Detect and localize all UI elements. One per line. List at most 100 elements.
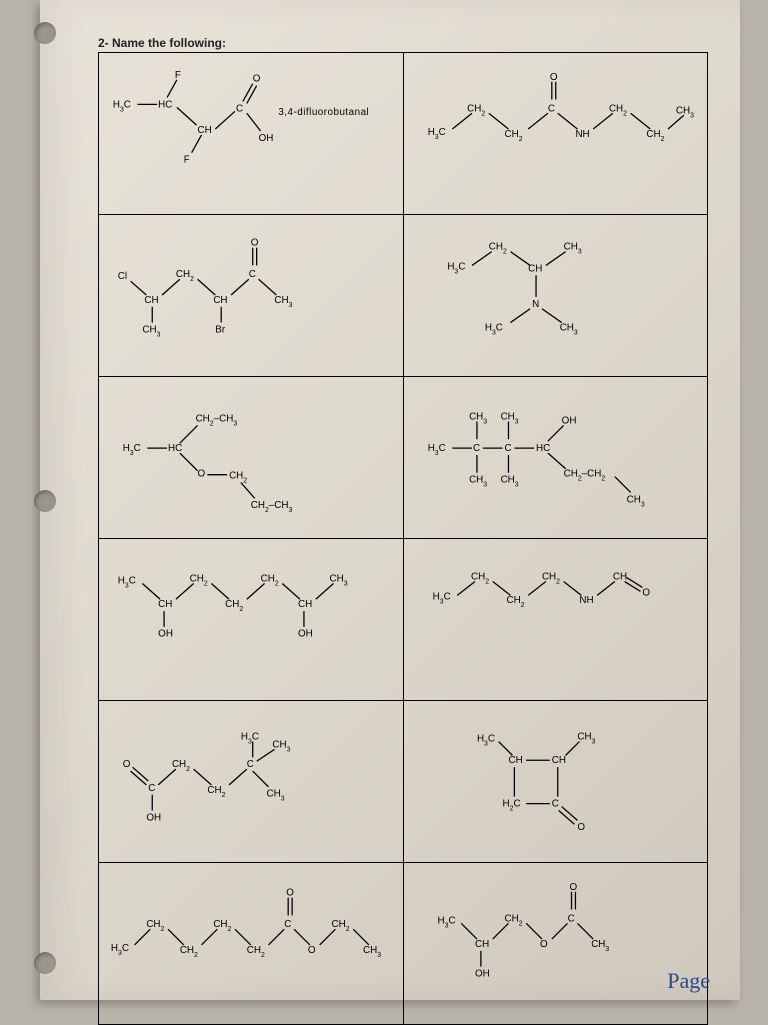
structure-r1c0: Cl CH CH3 CH2 CH Br C O CH3 bbox=[103, 219, 399, 367]
svg-text:H3C: H3C bbox=[123, 443, 141, 457]
svg-text:OH: OH bbox=[474, 968, 489, 979]
svg-text:CH3: CH3 bbox=[363, 945, 381, 959]
svg-text:O: O bbox=[198, 469, 206, 480]
svg-text:H3C: H3C bbox=[427, 443, 445, 457]
svg-text:O: O bbox=[549, 72, 557, 83]
svg-text:H3C: H3C bbox=[447, 261, 465, 275]
svg-text:C: C bbox=[236, 103, 243, 114]
worksheet-paper: 2- Name the following: H3C HC F CH F C bbox=[40, 0, 740, 1000]
svg-text:CH2: CH2 bbox=[180, 945, 198, 959]
svg-text:O: O bbox=[123, 759, 131, 770]
svg-text:OH: OH bbox=[561, 415, 576, 426]
cell-r3c1: H3C CH2 CH2 CH2 NH CH O bbox=[403, 539, 708, 701]
svg-text:CH3: CH3 bbox=[142, 324, 160, 338]
svg-text:CH3: CH3 bbox=[469, 412, 487, 426]
svg-text:OH: OH bbox=[158, 629, 173, 640]
svg-text:F: F bbox=[184, 155, 190, 166]
svg-text:N: N bbox=[532, 299, 539, 310]
svg-text:OH: OH bbox=[259, 133, 274, 144]
svg-text:C: C bbox=[148, 783, 155, 794]
cell-r1c0: Cl CH CH3 CH2 CH Br C O CH3 bbox=[99, 215, 404, 377]
svg-text:CH3: CH3 bbox=[500, 412, 518, 426]
svg-text:CH: CH bbox=[508, 755, 522, 766]
cell-r2c0: H3C HC CH2–CH3 O CH2 CH2–CH3 bbox=[99, 377, 404, 539]
svg-text:CH: CH bbox=[144, 295, 158, 306]
svg-text:CH3: CH3 bbox=[577, 732, 595, 746]
svg-text:O: O bbox=[308, 945, 316, 956]
svg-text:CH3: CH3 bbox=[626, 494, 644, 508]
svg-text:H3C: H3C bbox=[437, 915, 455, 929]
svg-text:CH2: CH2 bbox=[207, 785, 225, 799]
answer-r0c0: 3,4-difluorobutanal bbox=[278, 107, 369, 118]
structure-r4c0: O C OH CH2 CH2 C H3C CH3 CH3 bbox=[103, 705, 399, 853]
svg-text:O: O bbox=[251, 238, 259, 249]
svg-text:CH3: CH3 bbox=[469, 475, 487, 489]
svg-text:O: O bbox=[253, 74, 261, 85]
svg-text:Cl: Cl bbox=[118, 271, 127, 282]
structure-r5c0: H3C CH2 CH2 CH2 CH2 C O O CH2 bbox=[103, 867, 399, 1015]
svg-text:O: O bbox=[539, 939, 547, 950]
structure-r3c1: H3C CH2 CH2 CH2 NH CH O bbox=[408, 543, 704, 691]
svg-text:H3C: H3C bbox=[427, 127, 445, 141]
svg-text:CH3: CH3 bbox=[500, 475, 518, 489]
svg-text:CH2: CH2 bbox=[229, 471, 247, 485]
svg-text:C: C bbox=[551, 799, 558, 810]
cell-r2c1: H3C C CH3 CH3 C CH3 CH3 HC OH CH2–CH2 CH… bbox=[403, 377, 708, 539]
svg-text:C: C bbox=[249, 269, 256, 280]
svg-text:CH3: CH3 bbox=[274, 295, 292, 309]
cell-r5c0: H3C CH2 CH2 CH2 CH2 C O O CH2 bbox=[99, 863, 404, 1025]
svg-text:CH2–CH3: CH2–CH3 bbox=[251, 500, 293, 514]
punch-hole bbox=[34, 22, 56, 44]
svg-text:CH3: CH3 bbox=[675, 105, 693, 119]
svg-text:CH: CH bbox=[612, 572, 626, 583]
svg-text:C: C bbox=[547, 103, 554, 114]
cell-r4c0: O C OH CH2 CH2 C H3C CH3 CH3 bbox=[99, 701, 404, 863]
svg-text:CH: CH bbox=[298, 599, 312, 610]
structure-r1c1: H3C CH2 CH CH3 N H3C CH3 bbox=[408, 219, 704, 367]
structure-r2c0: H3C HC CH2–CH3 O CH2 CH2–CH3 bbox=[103, 381, 399, 529]
structure-r0c0: H3C HC F CH F C O OH 3,4-difluorobutanal bbox=[103, 57, 399, 205]
svg-text:O: O bbox=[569, 882, 577, 893]
structure-r3c0: H3C CH OH CH2 CH2 CH2 CH OH CH3 bbox=[103, 543, 399, 691]
svg-text:HC: HC bbox=[168, 443, 182, 454]
punch-hole bbox=[34, 952, 56, 974]
svg-text:CH: CH bbox=[213, 295, 227, 306]
svg-text:CH: CH bbox=[158, 599, 172, 610]
svg-text:C: C bbox=[473, 443, 480, 454]
svg-text:NH: NH bbox=[575, 129, 589, 140]
svg-text:CH: CH bbox=[551, 755, 565, 766]
svg-text:CH3: CH3 bbox=[272, 739, 290, 753]
svg-text:CH2: CH2 bbox=[504, 129, 522, 143]
svg-text:OH: OH bbox=[146, 812, 161, 823]
svg-text:Br: Br bbox=[215, 324, 226, 335]
svg-text:CH: CH bbox=[528, 263, 542, 274]
svg-text:C: C bbox=[247, 759, 254, 770]
svg-text:CH2: CH2 bbox=[247, 945, 265, 959]
svg-text:CH2–CH2: CH2–CH2 bbox=[563, 469, 605, 483]
cell-r4c1: H3C CH CH CH3 H2C C O bbox=[403, 701, 708, 863]
cell-r0c1: H3C CH2 CH2 C O NH CH2 CH2 CH3 bbox=[403, 53, 708, 215]
structure-r0c1: H3C CH2 CH2 C O NH CH2 CH2 CH3 bbox=[408, 57, 704, 205]
svg-text:CH3: CH3 bbox=[591, 939, 609, 952]
structure-r4c1: H3C CH CH CH3 H2C C O bbox=[408, 705, 704, 853]
svg-text:CH: CH bbox=[198, 125, 212, 136]
structure-r5c1: H3C CH OH CH2 O C O CH3 bbox=[408, 867, 704, 1015]
svg-text:H3C: H3C bbox=[432, 591, 450, 605]
svg-text:H3C: H3C bbox=[118, 576, 136, 590]
svg-text:H2C: H2C bbox=[502, 799, 520, 813]
svg-text:CH2: CH2 bbox=[506, 595, 524, 609]
cell-r0c0: H3C HC F CH F C O OH 3,4-difluorobutanal bbox=[99, 53, 404, 215]
svg-text:H3C: H3C bbox=[484, 322, 502, 336]
worksheet-heading: 2- Name the following: bbox=[98, 36, 226, 50]
svg-text:C: C bbox=[567, 913, 574, 924]
svg-text:O: O bbox=[642, 587, 650, 598]
svg-text:O: O bbox=[577, 822, 585, 833]
svg-text:NH: NH bbox=[579, 595, 593, 606]
svg-text:HC: HC bbox=[536, 443, 550, 454]
cell-r1c1: H3C CH2 CH CH3 N H3C CH3 bbox=[403, 215, 708, 377]
punch-hole bbox=[34, 490, 56, 512]
svg-text:CH2–CH3: CH2–CH3 bbox=[196, 414, 238, 428]
svg-text:H3C: H3C bbox=[241, 732, 259, 746]
problems-table: H3C HC F CH F C O OH 3,4-difluorobutanal bbox=[98, 52, 708, 1025]
cell-r3c0: H3C CH OH CH2 CH2 CH2 CH OH CH3 bbox=[99, 539, 404, 701]
